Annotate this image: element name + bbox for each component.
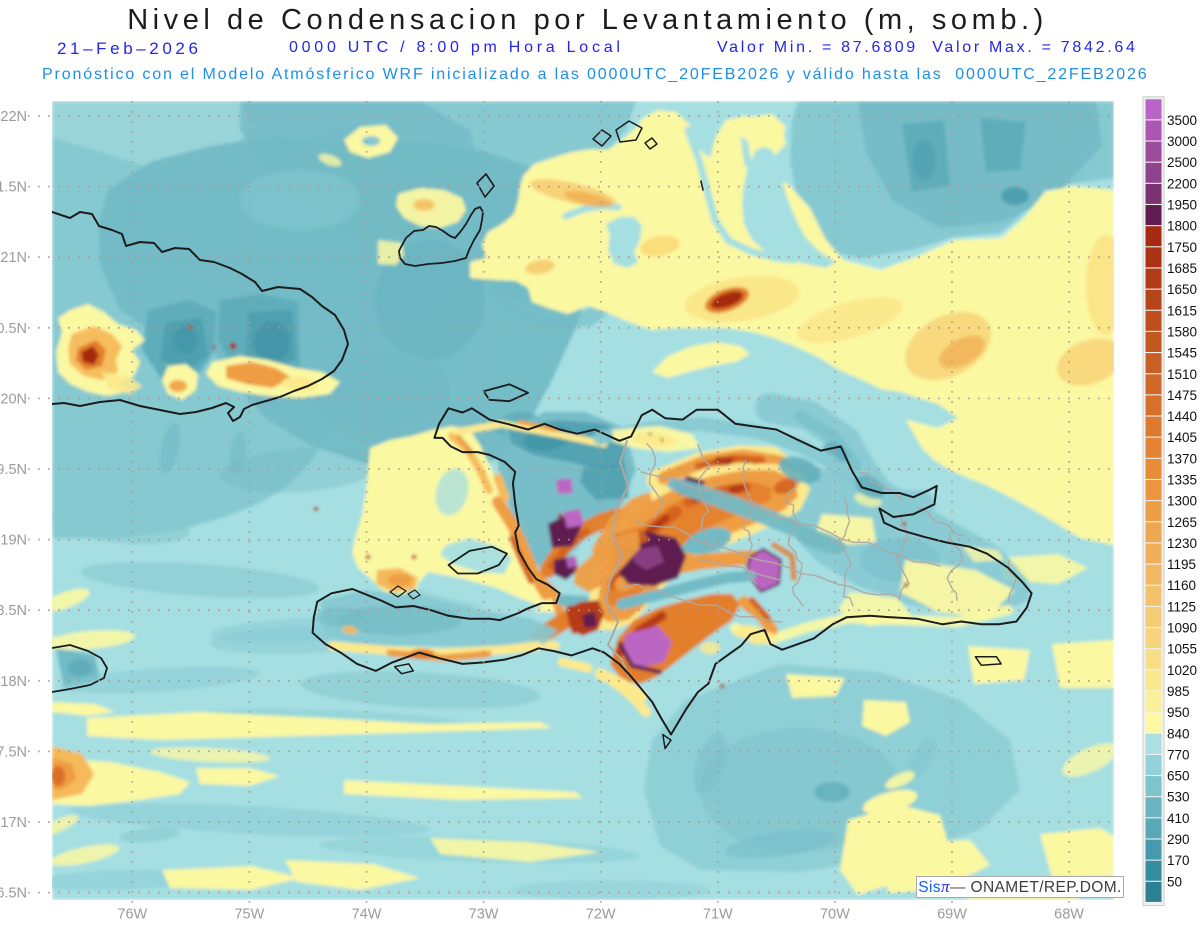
svg-text:1300: 1300 (1167, 494, 1197, 509)
svg-text:770: 770 (1167, 747, 1190, 762)
svg-text:70W: 70W (820, 907, 850, 923)
svg-text:1405: 1405 (1167, 430, 1197, 445)
svg-text:3000: 3000 (1167, 134, 1197, 149)
svg-text:1750: 1750 (1167, 240, 1197, 255)
svg-text:1510: 1510 (1167, 367, 1197, 382)
svg-text:1.5N: 1.5N (0, 180, 27, 196)
svg-text:1370: 1370 (1167, 451, 1197, 466)
svg-text:1545: 1545 (1167, 346, 1197, 361)
svg-text:76W: 76W (117, 907, 147, 923)
svg-text:72W: 72W (586, 907, 616, 923)
svg-text:290: 290 (1167, 832, 1190, 847)
svg-text:6.5N: 6.5N (0, 886, 27, 902)
svg-text:2500: 2500 (1167, 155, 1197, 170)
svg-text:650: 650 (1167, 769, 1190, 784)
svg-text:1055: 1055 (1167, 642, 1197, 657)
svg-text:1125: 1125 (1167, 599, 1196, 614)
svg-text:9.5N: 9.5N (0, 462, 27, 478)
svg-text:75W: 75W (234, 907, 264, 923)
svg-text:1440: 1440 (1167, 409, 1197, 424)
svg-text:1090: 1090 (1167, 621, 1197, 636)
svg-text:985: 985 (1167, 684, 1190, 699)
svg-text:1265: 1265 (1167, 515, 1197, 530)
svg-text:1685: 1685 (1167, 261, 1197, 276)
svg-text:3500: 3500 (1167, 113, 1197, 128)
svg-text:73W: 73W (469, 907, 499, 923)
svg-text:1475: 1475 (1167, 388, 1197, 403)
svg-text:530: 530 (1167, 790, 1190, 805)
svg-text:840: 840 (1167, 726, 1190, 741)
svg-text:1650: 1650 (1167, 282, 1197, 297)
svg-text:1020: 1020 (1167, 663, 1197, 678)
svg-text:1800: 1800 (1167, 219, 1197, 234)
svg-text:20N: 20N (0, 391, 27, 407)
svg-text:1195: 1195 (1167, 557, 1196, 572)
svg-text:22N: 22N (0, 109, 27, 125)
svg-text:1230: 1230 (1167, 536, 1197, 551)
svg-text:17N: 17N (0, 815, 27, 831)
svg-text:950: 950 (1167, 705, 1190, 720)
svg-text:0.5N: 0.5N (0, 321, 27, 337)
svg-text:1160: 1160 (1167, 578, 1196, 593)
svg-text:170: 170 (1167, 853, 1190, 868)
svg-text:19N: 19N (0, 533, 27, 549)
svg-text:71W: 71W (703, 907, 733, 923)
svg-text:1335: 1335 (1167, 473, 1197, 488)
svg-text:68W: 68W (1054, 907, 1084, 923)
svg-text:410: 410 (1167, 811, 1190, 826)
svg-text:50: 50 (1167, 874, 1182, 889)
svg-text:7.5N: 7.5N (0, 744, 27, 760)
svg-text:1615: 1615 (1167, 303, 1197, 318)
svg-text:2200: 2200 (1167, 176, 1197, 191)
svg-text:69W: 69W (937, 907, 967, 923)
svg-text:74W: 74W (352, 907, 382, 923)
svg-text:21N: 21N (0, 250, 27, 266)
svg-text:18N: 18N (0, 674, 27, 690)
svg-text:8.5N: 8.5N (0, 603, 27, 619)
svg-text:1580: 1580 (1167, 324, 1197, 339)
svg-text:1950: 1950 (1167, 198, 1197, 213)
